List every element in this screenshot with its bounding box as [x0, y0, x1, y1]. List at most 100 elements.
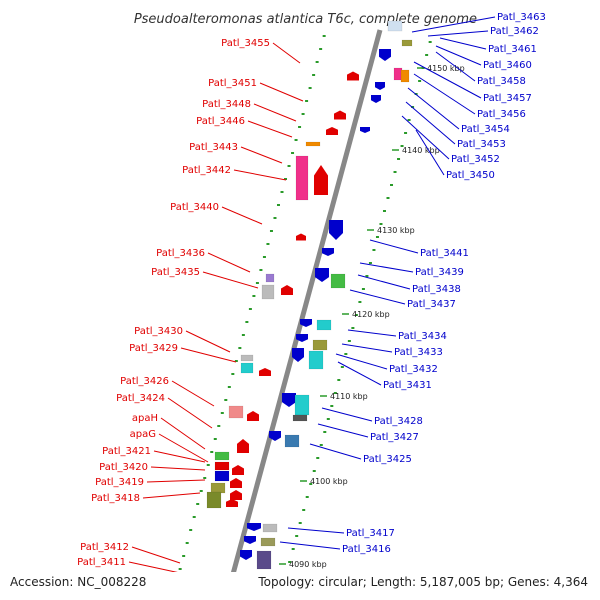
gc-dot-left: [266, 243, 270, 245]
gene-arrow-forward: [281, 285, 293, 295]
topology-text: Topology: circular; Length: 5,187,005 bp…: [257, 575, 588, 589]
gc-dot-right: [312, 470, 316, 472]
gc-dot-right: [309, 483, 313, 485]
gene-box: [316, 319, 332, 331]
scale-ticks: 4150 kbp 4140 kbp 4130 kbp 4120 kbp 4110 kbp…: [279, 64, 465, 569]
gc-dot-right: [365, 275, 369, 277]
gc-dot-left: [185, 542, 189, 544]
gc-dot-right: [400, 145, 404, 147]
gene-box: [401, 39, 413, 47]
gene-box: [265, 273, 275, 283]
gene-box: [305, 141, 321, 147]
gc-dot-left: [224, 399, 228, 401]
right-gene-label: Patl_3425: [363, 454, 412, 465]
gc-dot-left: [182, 555, 186, 557]
gc-dot-right: [407, 119, 411, 121]
scale-tick-label: 4100 kbp: [310, 477, 348, 486]
gene-arrow-reverse: [329, 220, 343, 240]
gene-arrow-forward: [230, 478, 242, 488]
left-leader-line: [142, 492, 201, 499]
right-gene-label: Patl_3452: [451, 154, 500, 165]
gc-dot-right: [340, 366, 344, 368]
gene-box: [387, 20, 403, 32]
scale-tick-label: 4090 kbp: [289, 560, 327, 569]
right-leader-line: [411, 16, 496, 33]
left-gene-label: Patl_3436: [156, 248, 205, 259]
scale-tick-label: 4110 kbp: [330, 392, 368, 401]
gene-arrow-forward: [334, 110, 346, 120]
gene-box: [210, 482, 226, 494]
left-gene-label: Patl_3421: [102, 446, 151, 457]
gene-box: [292, 414, 308, 422]
right-gene-label: Patl_3437: [407, 299, 456, 310]
gc-dot-left: [322, 35, 326, 37]
gene-box: [240, 362, 254, 374]
gene-box: [240, 354, 254, 362]
right-leader-line: [413, 73, 476, 115]
gc-dot-right: [379, 223, 383, 225]
right-leader-line: [309, 443, 362, 460]
right-leader-line: [279, 541, 341, 550]
gene-box: [206, 491, 222, 509]
right-gene-label: Patl_3428: [374, 416, 423, 427]
right-gene-label: Patl_3462: [490, 26, 539, 37]
right-gene-label: Patl_3416: [342, 544, 391, 555]
gc-dot-left: [294, 139, 298, 141]
gene-arrow-forward: [230, 490, 242, 500]
gene-arrow-reverse: [375, 82, 385, 90]
left-gene-label: Patl_3412: [80, 542, 129, 553]
right-leader-line: [415, 129, 445, 176]
right-leader-line: [369, 239, 419, 254]
right-leader-line: [337, 361, 382, 386]
gc-dot-left: [259, 269, 263, 271]
left-leader-line: [158, 433, 209, 463]
gene-box: [330, 273, 346, 289]
gene-arrow-forward: [347, 71, 359, 81]
gene-arrow-reverse: [315, 268, 329, 282]
gc-dot-right: [372, 249, 376, 251]
right-leader-line: [439, 37, 487, 50]
gc-dot-right: [326, 418, 330, 420]
left-leader-line: [259, 82, 304, 102]
right-gene-label: Patl_3457: [483, 93, 532, 104]
gc-dot-right: [397, 158, 401, 160]
left-gene-label: Patl_3426: [120, 376, 169, 387]
right-gene-label: Patl_3432: [389, 364, 438, 375]
gc-dot-right: [344, 353, 348, 355]
gene-arrow-forward: [296, 233, 306, 241]
gc-dot-left: [245, 321, 249, 323]
scale-tick-label: 4150 kbp: [427, 64, 465, 73]
gene-arrow-reverse: [292, 348, 304, 362]
right-gene-label: Patl_3463: [497, 12, 546, 23]
gc-dot-left: [231, 373, 235, 375]
gc-dot-left: [238, 347, 242, 349]
gc-dot-right: [323, 431, 327, 433]
right-leader-line: [405, 101, 456, 145]
right-gene-label: Patl_3431: [383, 380, 432, 391]
gene-box: [214, 461, 230, 471]
left-gene-label: Patl_3420: [99, 462, 148, 473]
scale-tick-label: 4130 kbp: [377, 226, 415, 235]
left-gene-label: apaH: [132, 413, 158, 424]
gc-dot-left: [241, 334, 245, 336]
right-gene-label: Patl_3460: [483, 60, 532, 71]
left-leader-line: [131, 546, 181, 564]
left-leader-line: [221, 206, 263, 225]
gc-dot-right: [361, 288, 365, 290]
scale-tick-label: 4120 kbp: [352, 310, 390, 319]
gene-arrow-forward: [326, 127, 338, 135]
gene-arrow-reverse: [247, 523, 261, 531]
gc-dot-right: [404, 132, 408, 134]
left-gene-label: Patl_3435: [151, 267, 200, 278]
right-leader-line: [287, 527, 345, 534]
right-gene-label: Patl_3439: [415, 267, 464, 278]
scale-tick-label: 4140 kbp: [402, 146, 440, 155]
gc-dot-left: [284, 178, 288, 180]
left-leader-line: [180, 347, 237, 363]
gc-dot-right: [382, 210, 386, 212]
gc-dot-left: [227, 386, 231, 388]
right-leader-line: [435, 51, 476, 82]
gc-dot-right: [295, 535, 299, 537]
gene-box: [400, 69, 410, 83]
left-gene-label: apaG: [130, 429, 156, 440]
